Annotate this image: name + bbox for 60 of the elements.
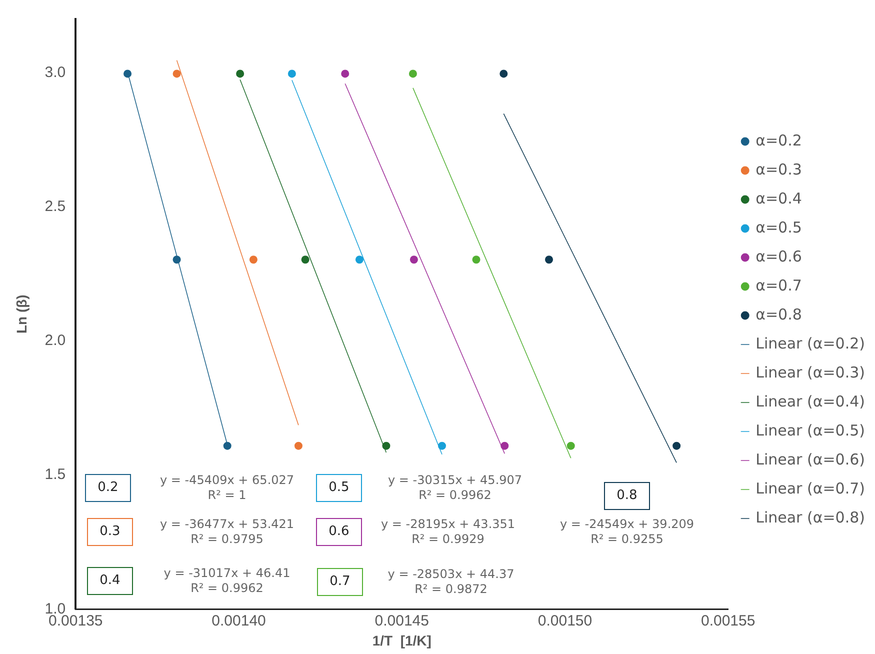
annotation: y = -28195x + 43.351 R² = 0.9929 [380, 517, 516, 547]
legend-label: Linear (α=0.4) [756, 392, 866, 410]
annotation: 0.7 [317, 568, 363, 596]
y-axis-title: Ln (β) [13, 294, 30, 334]
y-tick-label: 1.5 [44, 466, 66, 484]
legend-label: α=0.8 [756, 305, 802, 324]
point [236, 70, 244, 78]
point [223, 442, 232, 450]
point [500, 70, 508, 78]
point [355, 256, 364, 264]
point [172, 256, 181, 264]
point [410, 256, 418, 264]
point [301, 256, 310, 264]
legend-label: α=0.4 [756, 189, 802, 208]
y-tick-label: 2.0 [44, 332, 66, 350]
point [672, 442, 681, 450]
point [382, 442, 390, 450]
annotation: 0.8 [604, 482, 650, 510]
point [288, 70, 296, 78]
annotation: 0.6 [316, 518, 362, 546]
annotation: 0.5 [316, 474, 362, 502]
x-tick-label: 0.00140 [212, 612, 266, 630]
legend-label: Linear (α=0.2) [756, 334, 866, 352]
annotation: 0.4 [87, 567, 133, 595]
annotation: y = -36477x + 53.421 R² = 0.9795 [160, 517, 294, 547]
annotation: y = -30315x + 45.907 R² = 0.9962 [388, 473, 522, 503]
annotation: 0.3 [87, 518, 133, 546]
legend-label: α=0.3 [756, 160, 802, 178]
x-tick-label: 0.00145 [374, 612, 429, 630]
y-tick-label: 3.0 [44, 64, 66, 81]
legend-label: Linear (α=0.7) [756, 479, 866, 498]
legend-label: Linear (α=0.5) [756, 421, 866, 440]
point [408, 70, 417, 78]
legend-label: α=0.7 [756, 276, 802, 294]
annotation: y = -28503x + 44.37 R² = 0.9872 [388, 567, 514, 597]
point [341, 70, 350, 78]
annotation: y = -45409x + 65.027 R² = 1 [160, 473, 294, 503]
point [294, 442, 302, 450]
point [249, 256, 258, 264]
point [124, 70, 132, 78]
annotation: y = -24549x + 39.209 R² = 0.9255 [560, 517, 694, 547]
legend-label: Linear (α=0.6) [756, 450, 866, 468]
x-tick-label: 0.00150 [538, 612, 592, 630]
point [566, 442, 575, 450]
legend-label: Linear (α=0.8) [756, 508, 866, 526]
annotation: y = -31017x + 46.41 R² = 0.9962 [164, 566, 290, 596]
x-tick-label: 0.00155 [700, 612, 756, 630]
point [472, 256, 480, 264]
x-tick-label: 0.00135 [48, 612, 103, 630]
point [172, 70, 181, 78]
legend-label: α=0.5 [756, 218, 802, 236]
legend-label: α=0.6 [756, 247, 802, 266]
legend-label: α=0.2 [756, 131, 802, 150]
point [500, 442, 509, 450]
x-axis-title: 1/T [1/K] [372, 632, 432, 648]
point [438, 442, 446, 450]
y-tick-label: 2.5 [44, 198, 66, 215]
annotation: 0.2 [85, 474, 131, 502]
point [545, 256, 553, 264]
legend-label: Linear (α=0.3) [756, 363, 866, 382]
